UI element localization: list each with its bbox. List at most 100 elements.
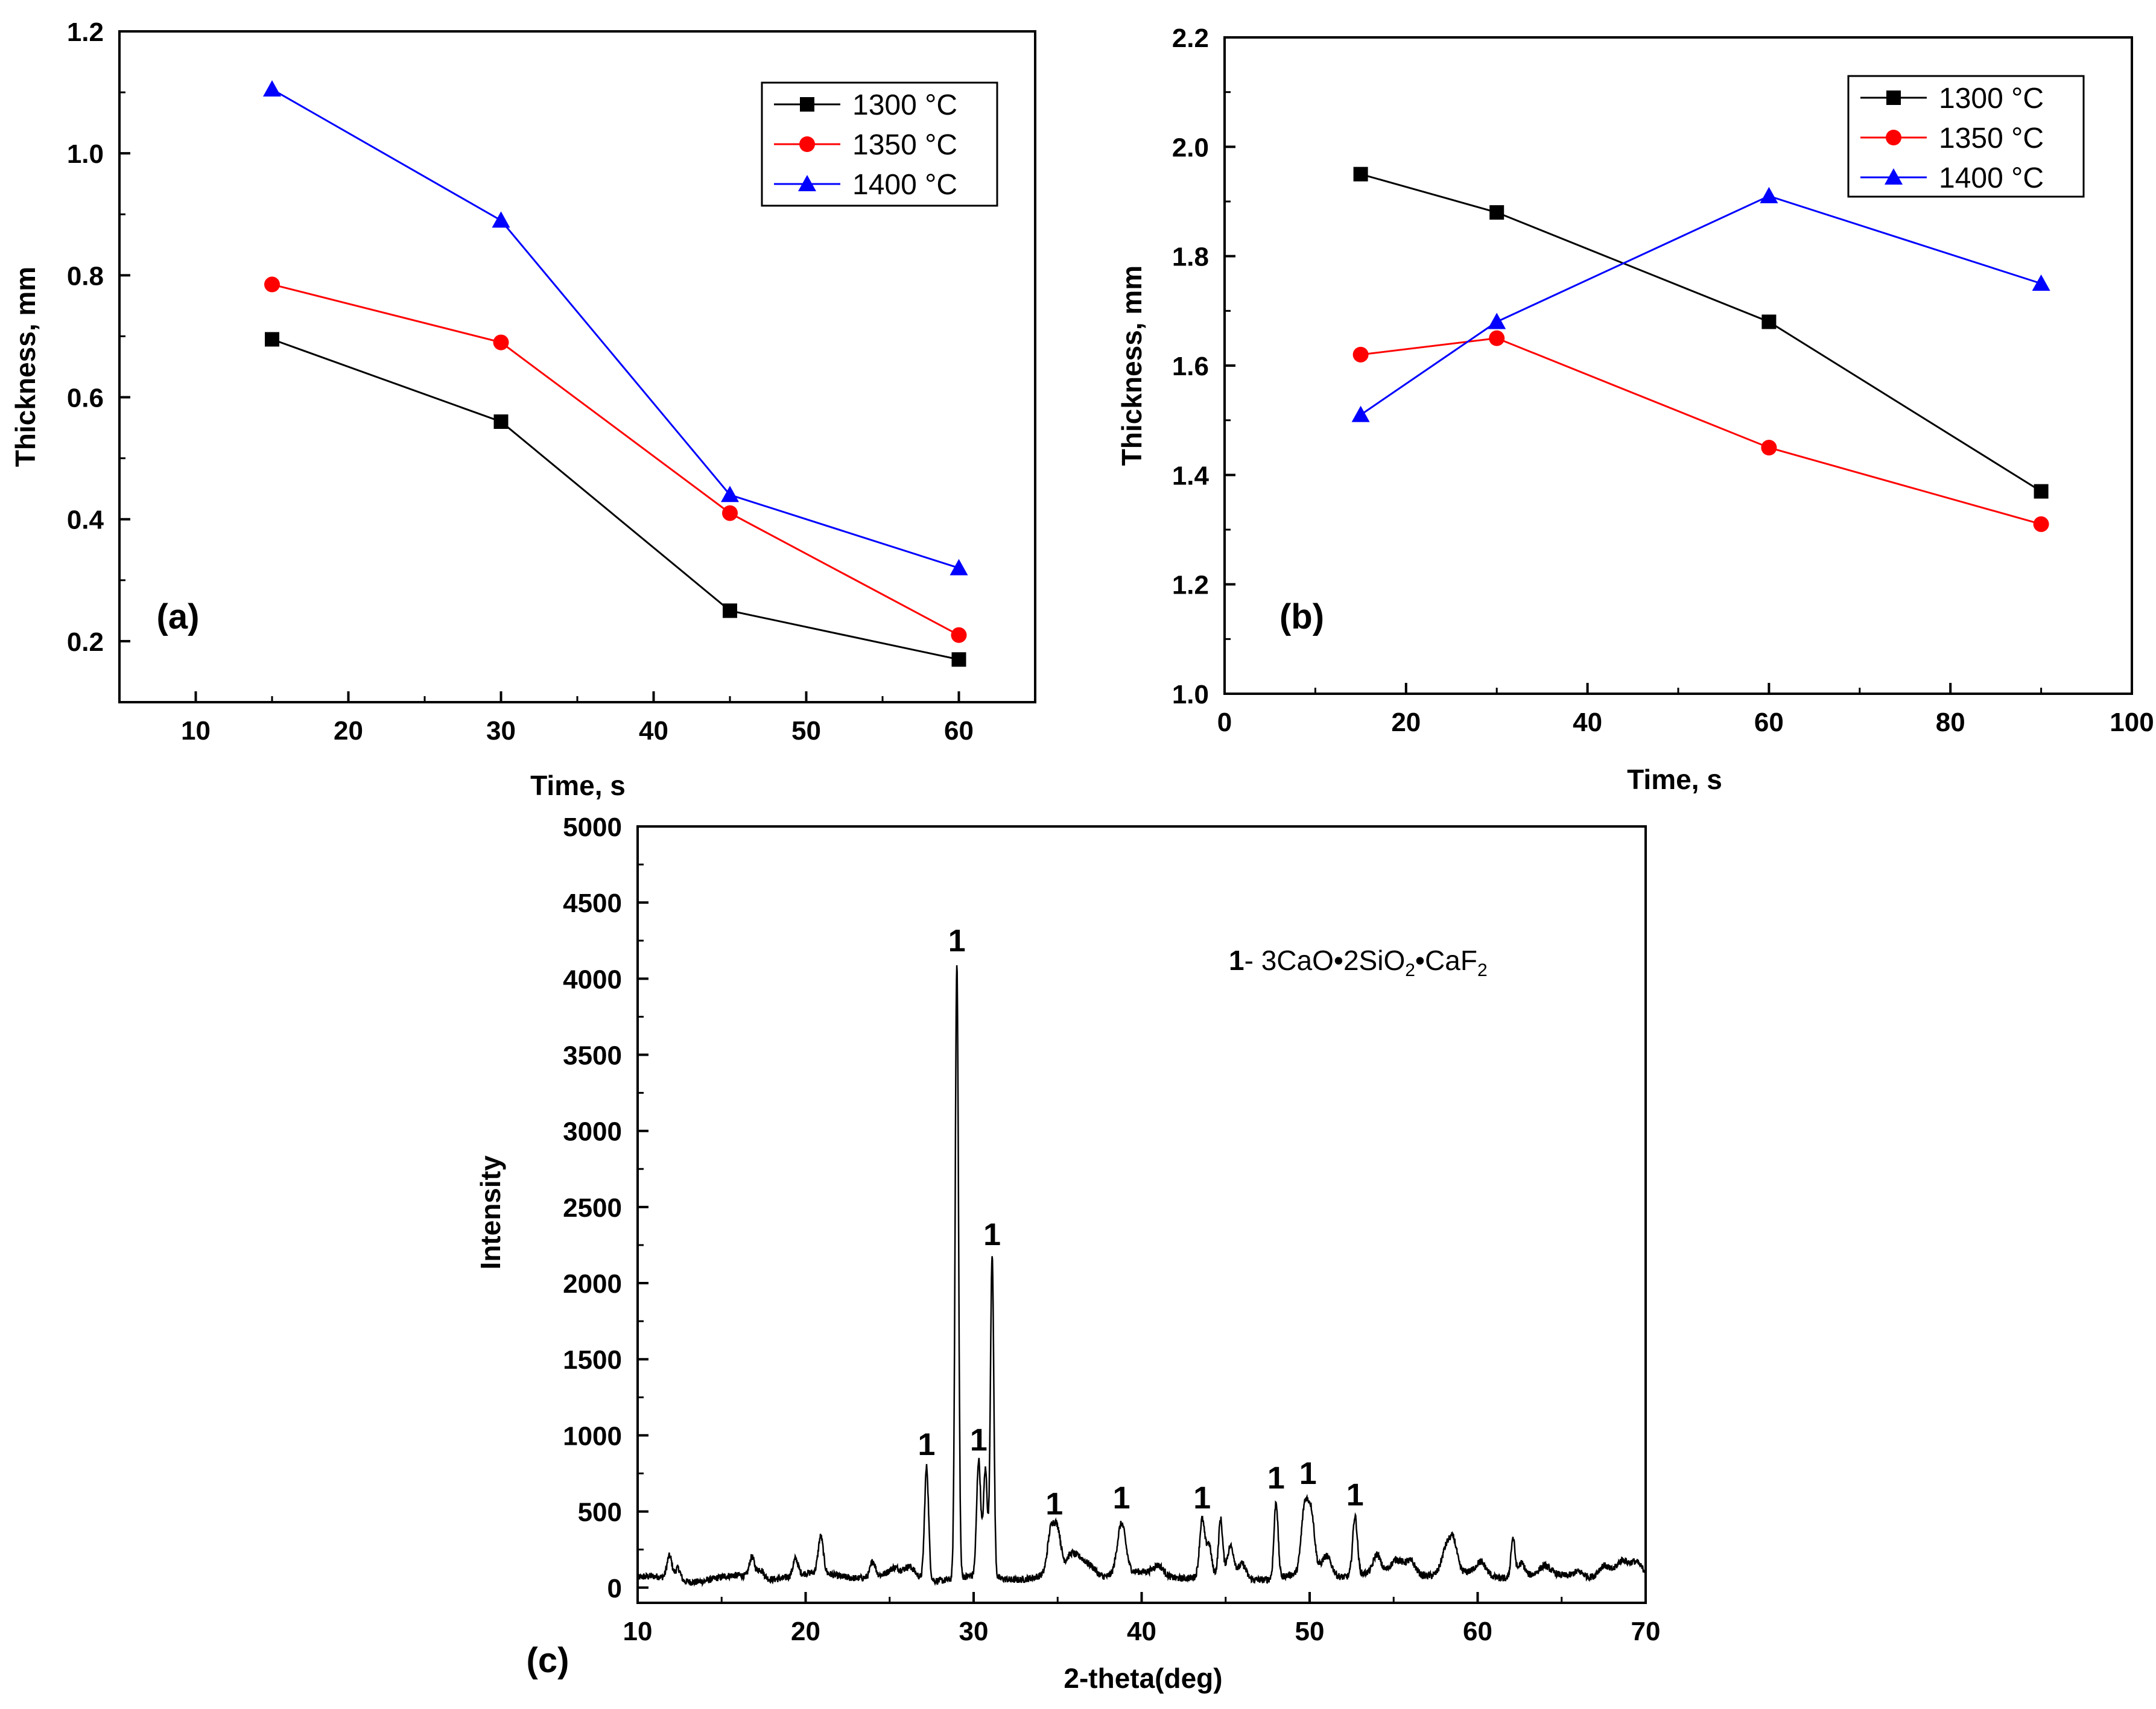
legend-marker-a-2 (798, 175, 816, 191)
y-tick-label-c-5: 2500 (563, 1193, 622, 1223)
y-tick-label-b-6: 2.2 (1172, 24, 1209, 53)
x-axis-label-b: Time, s (1627, 764, 1722, 795)
x-tick-label-c-5: 60 (1463, 1617, 1492, 1646)
legend-label-a-2: 1400 °C (852, 169, 957, 201)
x-tick-label-b-2: 40 (1573, 708, 1602, 737)
data-point-b-2-0 (1351, 405, 1370, 422)
data-point-a-2-1 (492, 211, 510, 228)
peak-label-3: 1 (983, 1217, 1001, 1252)
data-point-a-1-0 (264, 276, 280, 293)
y-axis-label-c: Intensity (475, 1155, 506, 1270)
peak-label-4: 1 (1045, 1487, 1063, 1522)
y-tick-label-b-2: 1.4 (1172, 461, 1210, 490)
y-tick-label-b-1: 1.2 (1172, 571, 1209, 600)
data-point-a-2-0 (263, 80, 281, 97)
y-tick-label-c-7: 3500 (563, 1041, 622, 1071)
legend-marker-b-1 (1886, 130, 1901, 145)
phase-number: 1 (1229, 945, 1244, 976)
y-axis-label-b: Thickness, mm (1116, 265, 1147, 466)
legend-marker-a-0 (800, 97, 814, 112)
x-tick-label-a-5: 60 (944, 716, 974, 746)
phase-text: - 3CaO•2SiO (1244, 945, 1406, 976)
axes-ticks-c: 10 20 30 40 50 60 70 0 500 1000 1500 2000 2500 3000 35… (563, 813, 1660, 1646)
x-tick-label-a-2: 30 (486, 716, 516, 746)
phase-sub1: 2 (1405, 960, 1415, 980)
data-point-b-1-2 (1761, 440, 1777, 455)
data-point-a-0-3 (951, 652, 966, 667)
data-point-b-2-3 (2032, 274, 2050, 291)
peak-label-2: 1 (970, 1423, 988, 1458)
legend-label-b-1: 1350 °C (1939, 122, 2044, 154)
phase-mid: •CaF (1415, 945, 1477, 976)
peak-label-9: 1 (1346, 1477, 1364, 1512)
y-axis-label-a: Thickness, mm (10, 267, 41, 467)
peak-label-0: 1 (918, 1427, 936, 1462)
data-point-a-2-3 (950, 559, 968, 575)
x-tick-label-c-3: 40 (1127, 1617, 1156, 1646)
y-tick-label-a-3: 0.8 (67, 261, 104, 291)
y-tick-label-a-1: 0.4 (67, 506, 104, 535)
data-point-b-1-1 (1489, 330, 1505, 346)
y-tick-label-c-1: 500 (578, 1498, 622, 1527)
series-line-a-1 (271, 284, 960, 636)
panel-label-a: (a) (157, 597, 200, 636)
y-tick-label-a-5: 1.2 (67, 17, 104, 47)
legend-a: 1300 °C 1350 °C 1400 °C (761, 81, 998, 207)
x-axis-label-a: Time, s (530, 770, 626, 801)
y-tick-label-b-5: 2.0 (1172, 133, 1209, 162)
x-tick-label-a-1: 20 (334, 716, 363, 746)
series-line-b-0 (1360, 173, 2042, 492)
data-point-b-2-1 (1488, 312, 1506, 329)
series-line-a-0 (271, 338, 959, 661)
y-tick-label-c-6: 3000 (563, 1117, 622, 1147)
axes-ticks-a: 10 20 30 40 50 60 0.2 0.4 0.6 0.8 1.0 1.2 (67, 17, 1036, 746)
panel-label-b: (b) (1279, 597, 1324, 636)
x-tick-label-c-0: 10 (623, 1617, 653, 1646)
x-tick-label-a-0: 10 (181, 716, 211, 746)
y-tick-label-b-4: 1.8 (1172, 243, 1209, 272)
x-axis-label-c: 2-theta(deg) (1064, 1663, 1222, 1694)
axes-ticks-b: 0 20 40 60 80 100 1.0 1.2 1.4 1.6 1.8 2.0 2.2 (1172, 24, 2154, 737)
data-point-b-0-2 (1761, 314, 1777, 329)
y-tick-label-a-2: 0.6 (67, 384, 104, 413)
peak-label-7: 1 (1267, 1461, 1285, 1496)
y-tick-label-b-0: 1.0 (1172, 680, 1209, 709)
series-line-b-1 (1360, 337, 2042, 525)
y-tick-label-c-4: 2000 (563, 1269, 622, 1299)
xrd-pattern-line (636, 965, 1647, 1588)
plot-area-b (1351, 166, 2050, 532)
plot-frame-c (636, 825, 1647, 1604)
data-point-a-2-2 (721, 486, 739, 503)
x-tick-label-a-4: 50 (791, 716, 821, 746)
phase-sub2: 2 (1477, 960, 1488, 980)
x-tick-label-a-3: 40 (639, 716, 668, 746)
y-tick-label-c-10: 5000 (563, 813, 622, 842)
y-tick-label-b-3: 1.6 (1172, 352, 1209, 381)
series-line-a-2 (271, 88, 959, 569)
legend-marker-b-0 (1886, 90, 1901, 105)
legend-marker-a-1 (799, 136, 815, 152)
data-point-b-1-0 (1352, 346, 1369, 363)
y-tick-label-c-2: 1000 (563, 1421, 622, 1451)
legend-label-a-0: 1300 °C (852, 89, 957, 121)
data-point-a-0-1 (493, 414, 509, 429)
y-tick-label-a-4: 1.0 (67, 139, 104, 169)
data-point-b-2-2 (1760, 186, 1778, 203)
plot-area-a (263, 80, 968, 667)
chart-panel-c: 10 20 30 40 50 60 70 0 500 1000 1500 2000 2500 3000 35… (475, 813, 1660, 1694)
y-tick-label-c-8: 4000 (563, 965, 622, 994)
data-point-a-1-1 (493, 334, 509, 350)
data-point-a-0-2 (723, 603, 737, 618)
data-point-a-1-3 (951, 627, 967, 643)
legend-marker-b-2 (1885, 168, 1903, 185)
x-tick-label-b-5: 100 (2110, 708, 2154, 737)
data-point-b-0-0 (1353, 166, 1368, 182)
legend-b: 1300 °C 1350 °C 1400 °C (1847, 75, 2085, 198)
legend-label-a-1: 1350 °C (852, 129, 957, 161)
series-line-b-2 (1360, 195, 2042, 416)
y-tick-label-c-3: 1500 (563, 1345, 622, 1375)
phase-annotation: 1- 3CaO•2SiO2•CaF2 (1229, 945, 1488, 980)
y-tick-label-c-0: 0 (607, 1574, 622, 1603)
